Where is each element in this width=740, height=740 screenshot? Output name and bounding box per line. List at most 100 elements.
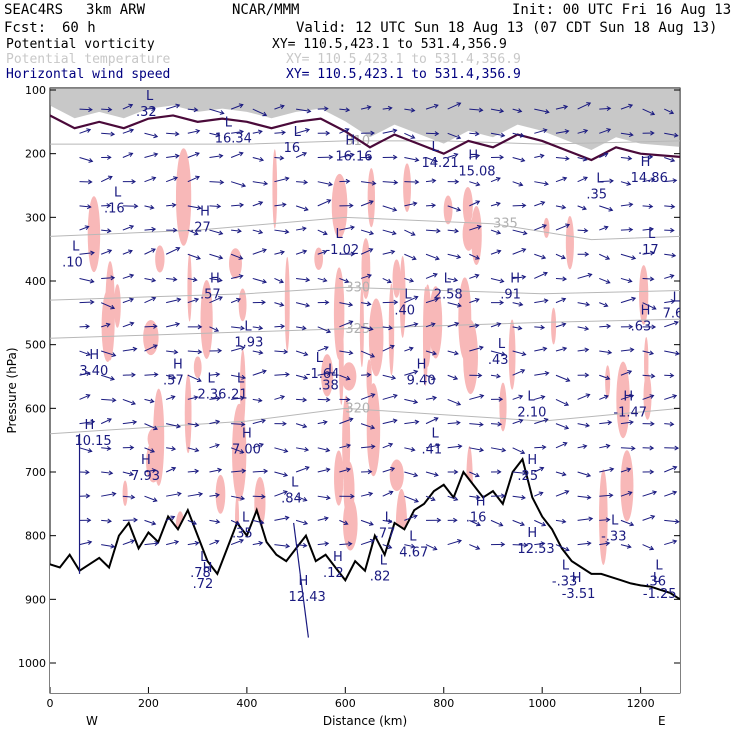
wind-arrow [490,423,502,425]
wind-arrow [490,519,503,527]
legend-wind-name: Horizontal wind speed [6,67,171,82]
wind-arrowhead [433,158,439,163]
wind-arrowhead [176,423,181,429]
wind-arrow [317,326,331,333]
wind-arrowhead [387,544,393,550]
wind-arrow [447,445,462,449]
wind-arrowhead [303,375,309,380]
wind-arrowhead [583,128,589,134]
wind-arrowhead [476,521,481,527]
wind-arrowhead [345,107,351,113]
wind-arrowhead [544,109,550,115]
wind-arrowhead [587,272,593,278]
wind-arrowhead [608,206,614,212]
wind-speed-shade [366,383,381,477]
wind-arrow [620,181,631,185]
wind-arrow [555,106,568,110]
theta-contour-label: 320 [345,401,370,416]
wind-arrowhead [193,395,199,401]
wind-arrowhead [172,276,178,282]
wind-arrowhead [390,466,396,472]
wind-arrowhead [322,419,328,425]
wind-arrowhead [393,179,399,185]
wind-arrowhead [432,545,438,551]
wind-arrow [534,372,549,376]
wind-arrowhead [517,325,523,331]
wind-arrowhead [564,489,570,495]
wind-arrow [382,394,398,400]
wind-arrowhead [497,421,503,427]
wind-arrowhead [151,248,156,253]
extremum-type-label: L [562,559,570,574]
wind-arrow [166,350,178,353]
wind-arrow [469,471,480,477]
extremum-value-label: -1.02 [325,243,359,258]
wind-arrowhead [196,377,202,383]
wind-arrow [274,447,288,452]
wind-arrowhead [585,393,591,398]
wind-arrowhead [303,520,309,526]
wind-arrowhead [261,418,266,424]
wind-arrow [339,543,352,546]
wind-arrowhead [240,325,245,331]
wind-arrowhead [133,203,139,209]
wind-arrow [555,323,566,328]
wind-arrowhead [603,152,609,158]
extremum-value-label: .84 [281,491,302,506]
wind-arrowhead [368,491,374,497]
wind-arrowhead [192,277,198,282]
wind-arrow [599,445,610,449]
wind-speed-shade [176,181,182,204]
wind-arrowhead [322,230,328,236]
extremum-value-label: .17 [638,243,659,258]
wind-arrow [101,447,111,450]
wind-arrow [555,253,566,259]
wind-arrow [79,372,90,376]
wind-arrowhead [111,491,117,497]
wind-arrowhead [518,418,524,424]
extremum-type-label: L [673,291,681,306]
wind-arrowhead [410,543,416,549]
wind-arrowhead [522,470,528,476]
wind-speed-shade [143,319,159,356]
wind-arrowhead [241,182,247,188]
wind-arrow [382,491,393,497]
wind-arrow [360,539,375,546]
wind-arrow [166,204,176,207]
wind-arrowhead [370,424,376,430]
wind-arrowhead [453,350,459,356]
wind-arrowhead [90,419,96,425]
wind-arrowhead [674,350,680,356]
wind-arrow [230,152,244,158]
wind-arrowhead [85,351,91,357]
wind-arrowhead [626,543,632,549]
wind-arrow [664,253,676,257]
wind-arrowhead [129,297,135,303]
extremum-type-label: H [641,155,651,170]
wind-arrowhead [238,103,244,109]
wind-arrowhead [302,542,308,548]
wind-arrowhead [605,255,611,260]
wind-arrow [534,418,548,425]
wind-arrow [166,447,176,450]
wind-arrowhead [501,447,507,453]
legend-theta-xy: XY= 110.5,423.1 to 531.4,356.9 [286,52,521,67]
wind-arrowhead [218,254,224,260]
wind-arrowhead [366,301,372,307]
wind-arrow [599,253,610,260]
wind-arrow [360,200,374,207]
extremum-value-label: 16.16 [335,149,372,164]
extremum-type-label: H [623,389,633,404]
wind-arrowhead [561,254,566,260]
extremum-type-label: L [409,529,417,544]
wind-arrowhead [263,180,269,186]
wind-arrow [122,495,135,498]
wind-speed-shade [215,474,226,514]
wind-arrow [166,492,181,497]
wind-speed-shade [333,267,345,360]
wind-arrow [209,519,220,523]
wind-arrow [447,374,458,380]
wind-speed-shade [193,356,202,379]
wind-arrow [317,346,329,352]
wind-arrow [339,226,355,231]
